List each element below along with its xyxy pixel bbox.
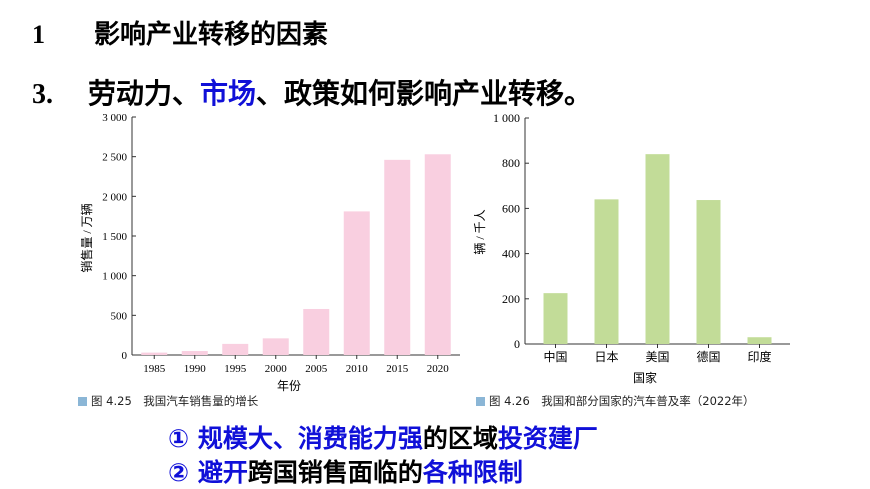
section-number: 1: [32, 20, 45, 49]
question-heading: 3. 劳动力、市场、政策如何影响产业转移。: [32, 72, 592, 112]
car-ownership-chart: 辆 / 千人 国家 0 200 400 600 800 1 000 中国 日本 美国 德国 印度: [473, 111, 790, 385]
chart1-xlabel: 年份: [277, 379, 301, 393]
question-number: 3.: [32, 79, 53, 110]
y-tick-label: 1 500: [102, 231, 127, 243]
y-tick-label: 2 000: [102, 191, 127, 203]
bar-中国: [543, 293, 568, 344]
car-sales-chart: 销售量 / 万辆 年份 0 500 1 000 1 500 2 000 2 500 3 00…: [79, 112, 460, 393]
chart2-caption-text: 图 4.26 我国和部分国家的汽车普及率（2022年）: [489, 394, 755, 408]
point-2-part-3: 各种限制: [422, 458, 523, 487]
chart2-ylabel: 辆 / 千人: [473, 209, 487, 254]
bar-日本: [594, 199, 619, 344]
bar-2010: [343, 211, 370, 355]
caption-marker-icon: [78, 397, 87, 406]
chart2-caption: 图 4.26 我国和部分国家的汽车普及率（2022年）: [476, 393, 755, 409]
chart1-caption-text: 图 4.25 我国汽车销售量的增长: [91, 394, 259, 408]
point-1-part-1: ① 规模大、消费能力强: [168, 424, 423, 453]
bar-2005: [303, 308, 330, 355]
question-part-3: 、政策如何影响产业转移。: [256, 77, 593, 110]
x-tick-label: 1985: [143, 363, 166, 375]
x-tick-label: 德国: [696, 349, 720, 364]
y-tick-label: 3 000: [102, 112, 127, 124]
bar-1985: [141, 352, 168, 355]
x-tick-label: 印度: [747, 349, 771, 364]
bar-2020: [424, 154, 451, 355]
y-tick-label: 500: [111, 310, 128, 322]
caption-marker-icon: [476, 397, 485, 406]
point-1-part-3: 投资建厂: [497, 424, 598, 453]
x-tick-label: 2020: [427, 363, 450, 375]
y-tick-label: 1 000: [102, 271, 127, 283]
point-2-part-1: ② 避开: [168, 458, 248, 487]
y-tick-label: 200: [502, 292, 520, 306]
chart1-ylabel: 销售量 / 万辆: [79, 203, 94, 272]
chart2-xlabel: 国家: [633, 370, 657, 385]
question-part-market: 市场: [200, 77, 257, 110]
bar-德国: [696, 200, 721, 344]
y-tick-label: 0: [122, 350, 128, 362]
point-2-part-2: 跨国销售面临的: [247, 458, 423, 487]
x-tick-label: 美国: [645, 350, 669, 364]
section-title: 影响产业转移的因素: [94, 20, 329, 50]
x-tick-label: 2000: [265, 363, 288, 375]
bar-印度: [747, 337, 772, 344]
section-heading: 1 影响产业转移的因素: [32, 14, 328, 51]
chart1-caption: 图 4.25 我国汽车销售量的增长: [78, 393, 258, 409]
bar-2015: [384, 159, 411, 355]
bar-美国: [645, 154, 670, 344]
y-tick-label: 2 500: [102, 152, 127, 164]
point-2: ② 避开跨国销售面临的各种限制: [168, 453, 523, 489]
bar-2000: [262, 338, 289, 355]
y-tick-label: 1 000: [493, 111, 520, 125]
x-tick-label: 2005: [305, 363, 328, 375]
x-tick-label: 2015: [386, 363, 409, 375]
question-part-1: 劳动力、: [88, 77, 201, 110]
x-tick-label: 1995: [224, 363, 247, 375]
x-tick-label: 2010: [346, 363, 369, 375]
bar-1995: [222, 343, 249, 355]
x-tick-label: 日本: [594, 350, 618, 364]
y-tick-label: 600: [502, 201, 520, 215]
bar-1990: [181, 351, 208, 355]
y-tick-label: 0: [514, 337, 520, 351]
point-1-part-2: 的区域: [422, 424, 498, 453]
point-1: ① 规模大、消费能力强的区域投资建厂: [168, 419, 598, 455]
x-tick-label: 1990: [184, 363, 207, 375]
y-tick-label: 800: [502, 156, 520, 170]
x-tick-label: 中国: [543, 349, 567, 364]
y-tick-label: 400: [502, 247, 520, 261]
